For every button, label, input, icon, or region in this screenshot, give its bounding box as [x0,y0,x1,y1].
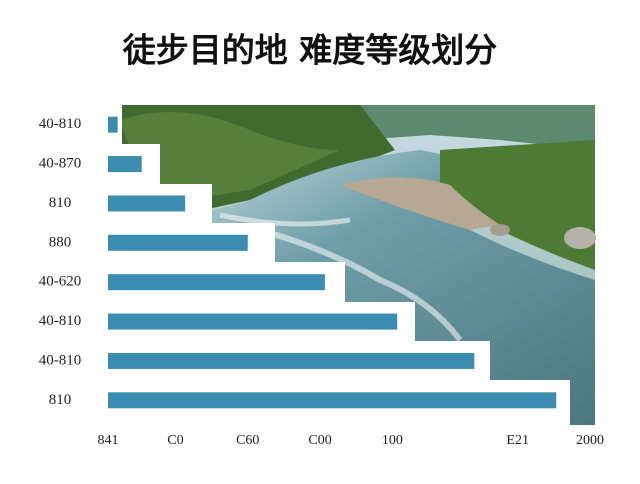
bar [108,274,325,291]
bar [108,156,142,173]
bar [108,313,398,330]
x-tick-label: 2000 [576,433,604,448]
background-photo [108,105,596,425]
bar [108,116,118,133]
y-tick-label: 40-870 [39,156,82,172]
x-tick-label: E21 [506,433,529,448]
y-tick-label: 880 [49,234,72,250]
y-tick-label: 810 [49,195,72,211]
x-tick-label: C60 [236,433,259,448]
chart-title: 徒步目的地 难度等级划分 [122,31,498,70]
x-tick-label: C0 [167,433,183,448]
y-tick-label: 40-810 [39,313,82,329]
y-tick-label: 40-620 [39,274,82,290]
y-tick-label: 40-810 [39,352,82,368]
bar [108,352,475,369]
bar [108,234,248,251]
x-tick-label: 841 [98,433,119,448]
bar [108,392,557,409]
x-tick-label: C00 [308,433,331,448]
bar [108,195,186,212]
y-tick-label: 40-810 [39,116,82,132]
y-tick-label: 810 [49,392,72,408]
x-tick-label: 100 [382,433,403,448]
